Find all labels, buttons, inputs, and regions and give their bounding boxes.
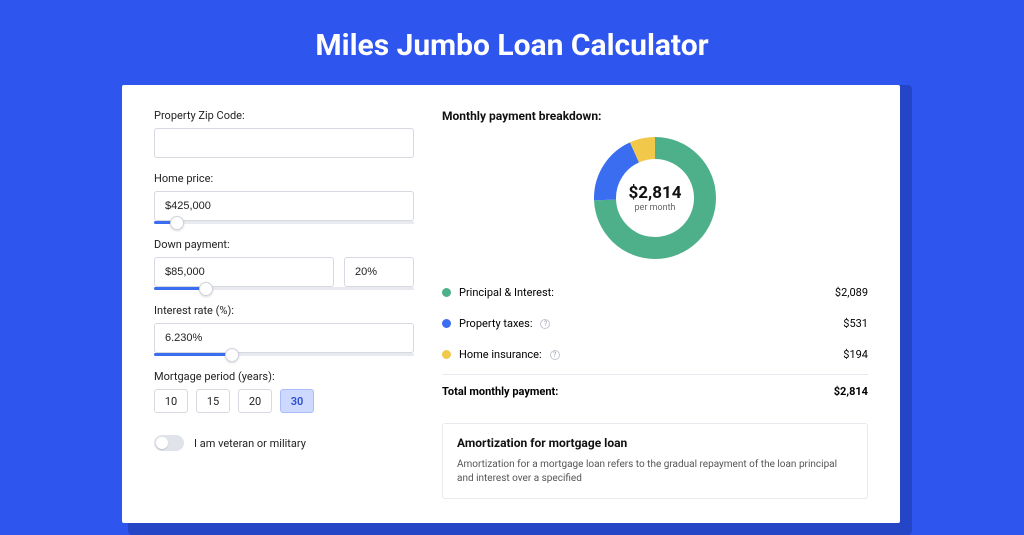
breakdown-label: Home insurance: [459, 348, 542, 361]
veteran-toggle[interactable] [154, 435, 184, 451]
form-column: Property Zip Code: Home price: Down paym… [154, 109, 414, 499]
breakdown-label: Property taxes: [459, 317, 532, 330]
calculator-card: Property Zip Code: Home price: Down paym… [122, 85, 900, 523]
down-payment-percent-input[interactable] [344, 257, 414, 287]
interest-rate-slider[interactable] [154, 353, 414, 356]
page-title: Miles Jumbo Loan Calculator [0, 0, 1024, 85]
breakdown-title: Monthly payment breakdown: [442, 109, 868, 123]
interest-rate-label: Interest rate (%): [154, 304, 414, 317]
info-icon[interactable]: ? [540, 319, 550, 329]
legend-dot [442, 288, 451, 297]
mortgage-period-option[interactable]: 30 [280, 389, 314, 413]
zip-label: Property Zip Code: [154, 109, 414, 122]
breakdown-amount: $194 [843, 348, 868, 361]
breakdown-label: Principal & Interest: [459, 286, 554, 299]
donut-center-sub: per month [629, 203, 682, 213]
calculator-shadow: Property Zip Code: Home price: Down paym… [128, 85, 912, 535]
payment-donut-chart: $2,814 per month [590, 133, 720, 263]
home-price-input[interactable] [154, 191, 414, 221]
mortgage-period-option[interactable]: 20 [238, 389, 272, 413]
breakdown-amount: $531 [843, 317, 868, 330]
breakdown-column: Monthly payment breakdown: $2,814 per mo… [442, 109, 868, 499]
down-payment-slider[interactable] [154, 287, 414, 290]
interest-rate-input[interactable] [154, 323, 414, 353]
amortization-body: Amortization for a mortgage loan refers … [457, 458, 853, 486]
zip-input[interactable] [154, 128, 414, 158]
mortgage-period-option[interactable]: 10 [154, 389, 188, 413]
amortization-title: Amortization for mortgage loan [457, 436, 853, 450]
legend-dot [442, 319, 451, 328]
breakdown-row: Property taxes:? $531 [442, 308, 868, 339]
breakdown-row: Home insurance:? $194 [442, 339, 868, 370]
home-price-slider[interactable] [154, 221, 414, 224]
veteran-toggle-label: I am veteran or military [194, 437, 306, 450]
donut-center-amount: $2,814 [629, 183, 682, 203]
breakdown-amount: $2,089 [835, 286, 868, 299]
info-icon[interactable]: ? [550, 350, 560, 360]
mortgage-period-label: Mortgage period (years): [154, 370, 414, 383]
total-row: Total monthly payment: $2,814 [442, 374, 868, 407]
home-price-label: Home price: [154, 172, 414, 185]
total-label: Total monthly payment: [442, 385, 558, 398]
total-amount: $2,814 [834, 385, 868, 398]
mortgage-period-option[interactable]: 15 [196, 389, 230, 413]
amortization-box: Amortization for mortgage loan Amortizat… [442, 423, 868, 499]
legend-dot [442, 350, 451, 359]
breakdown-row: Principal & Interest: $2,089 [442, 277, 868, 308]
down-payment-amount-input[interactable] [154, 257, 334, 287]
mortgage-period-group: 10 15 20 30 [154, 389, 414, 413]
down-payment-label: Down payment: [154, 238, 414, 251]
